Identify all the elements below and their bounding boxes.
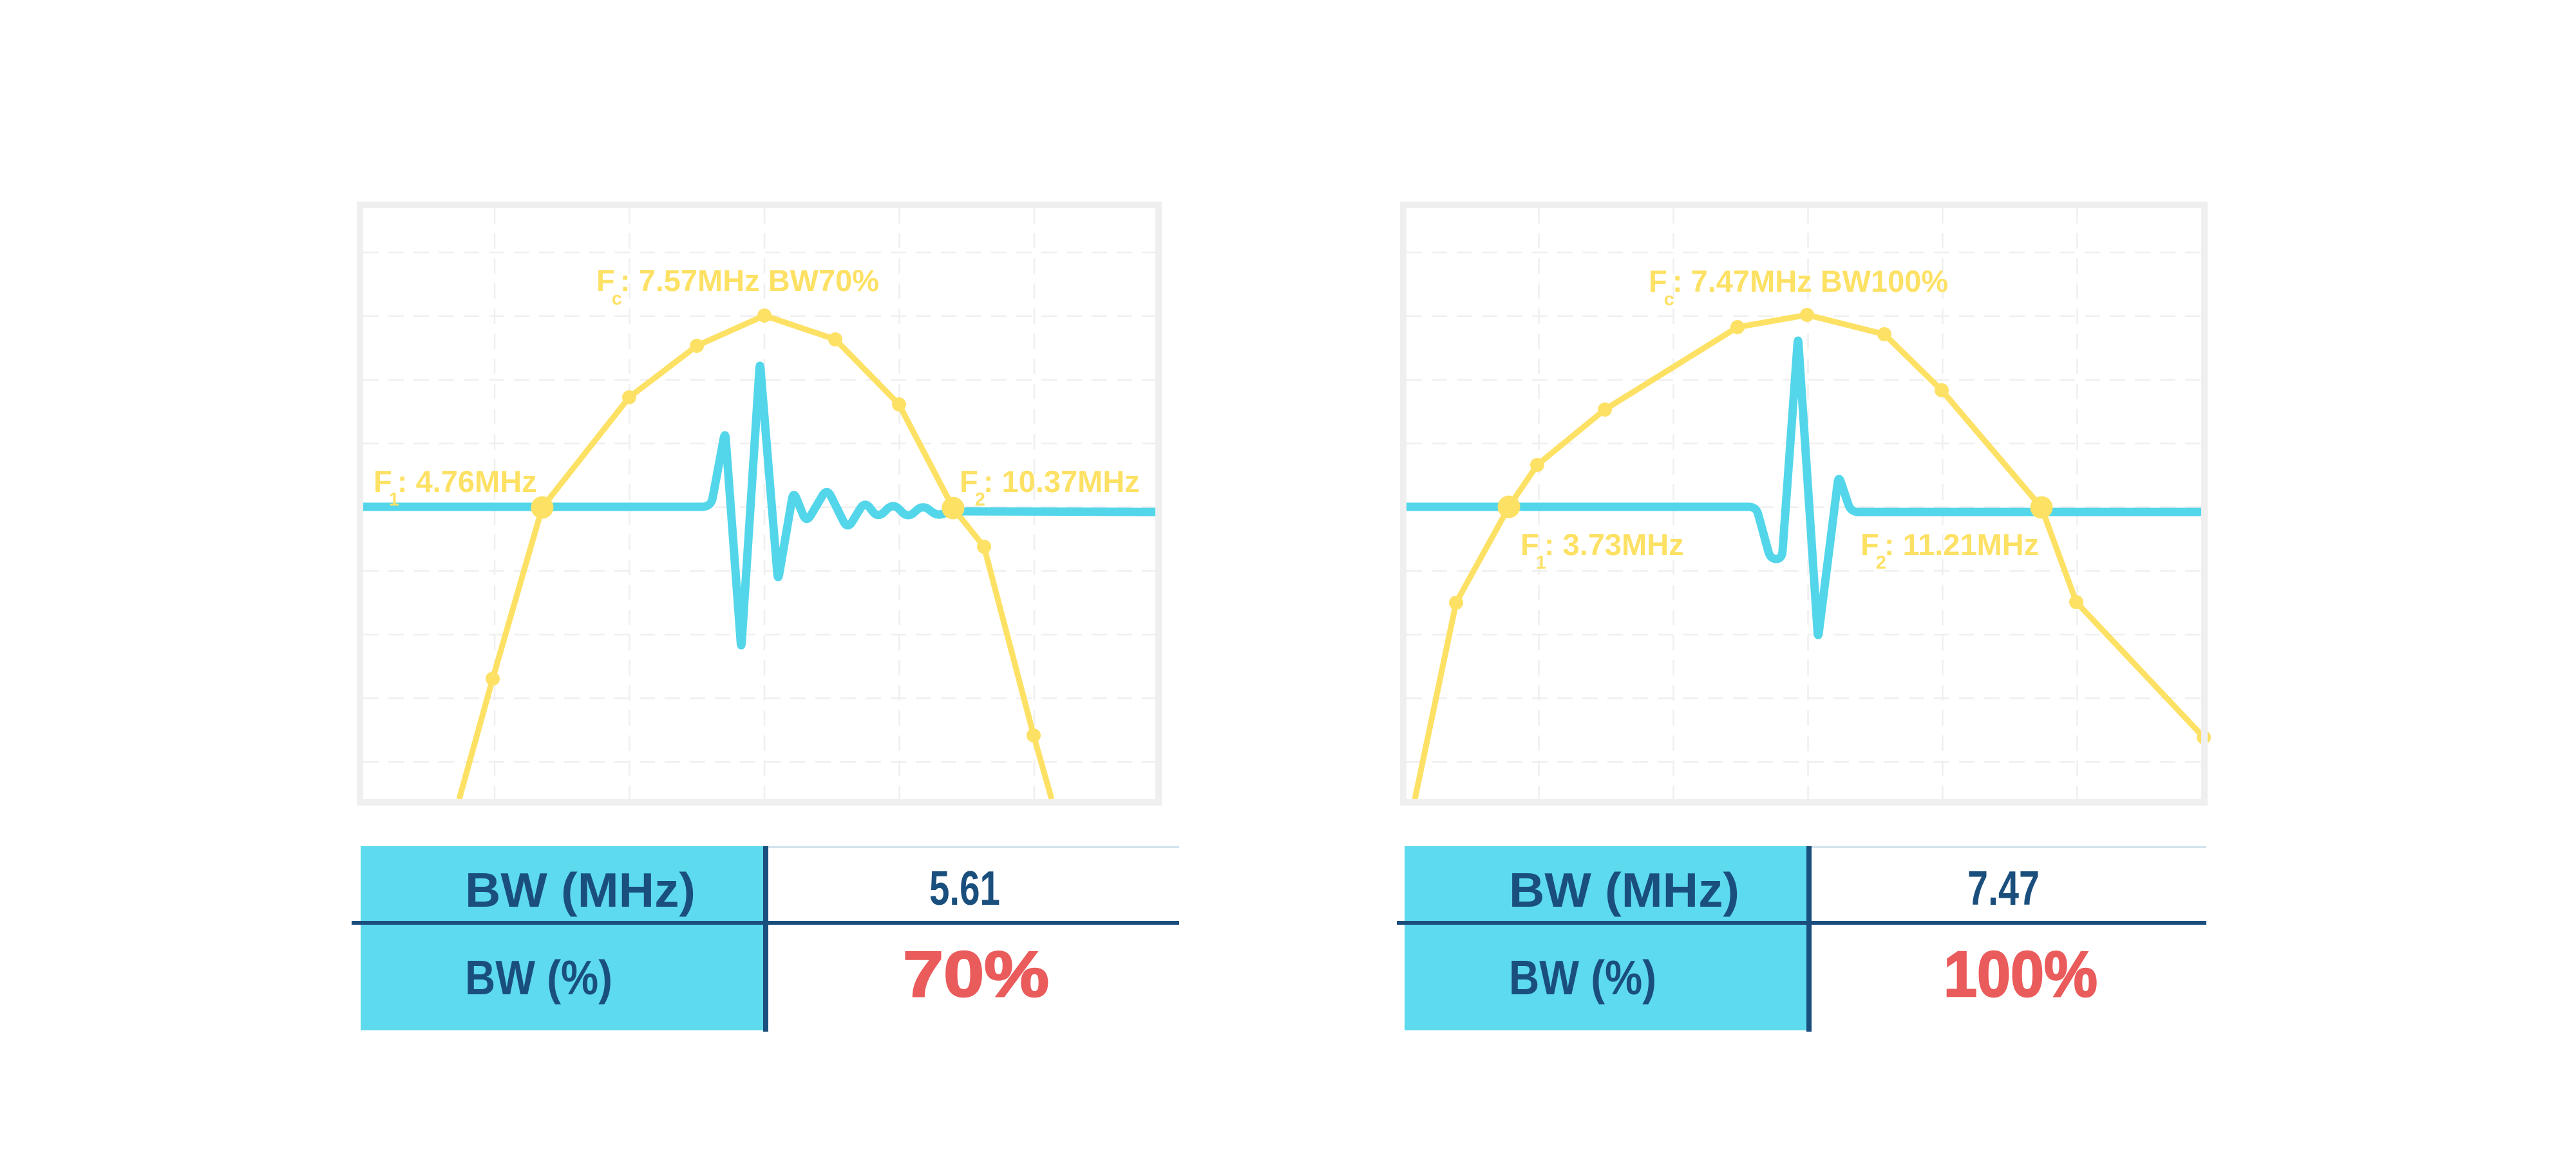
svg-text:5.61: 5.61 [929,861,1000,915]
svg-text:Fc: 7.47MHz BW100%: Fc: 7.47MHz BW100% [1649,264,1948,310]
svg-text:BW (MHz): BW (MHz) [1509,863,1739,917]
svg-text:7.47: 7.47 [1967,861,2040,915]
svg-text:Fc: 7.57MHz BW70%: Fc: 7.57MHz BW70% [596,263,879,309]
svg-text:BW (%): BW (%) [1509,951,1656,1005]
svg-text:100%: 100% [1944,938,2098,1010]
svg-text:70%: 70% [903,938,1049,1010]
svg-text:BW (MHz): BW (MHz) [465,863,696,917]
svg-text:F2: 10.37MHz: F 2: 10.37MHz [960,464,1140,510]
svg-text:BW (%): BW (%) [465,951,612,1005]
svg-text:F1: 3.73MHz: F 1: 3.73MHz [1520,527,1684,573]
svg-text:F2: 11.21MHz: F 2: 11.21MHz [1861,527,2039,573]
